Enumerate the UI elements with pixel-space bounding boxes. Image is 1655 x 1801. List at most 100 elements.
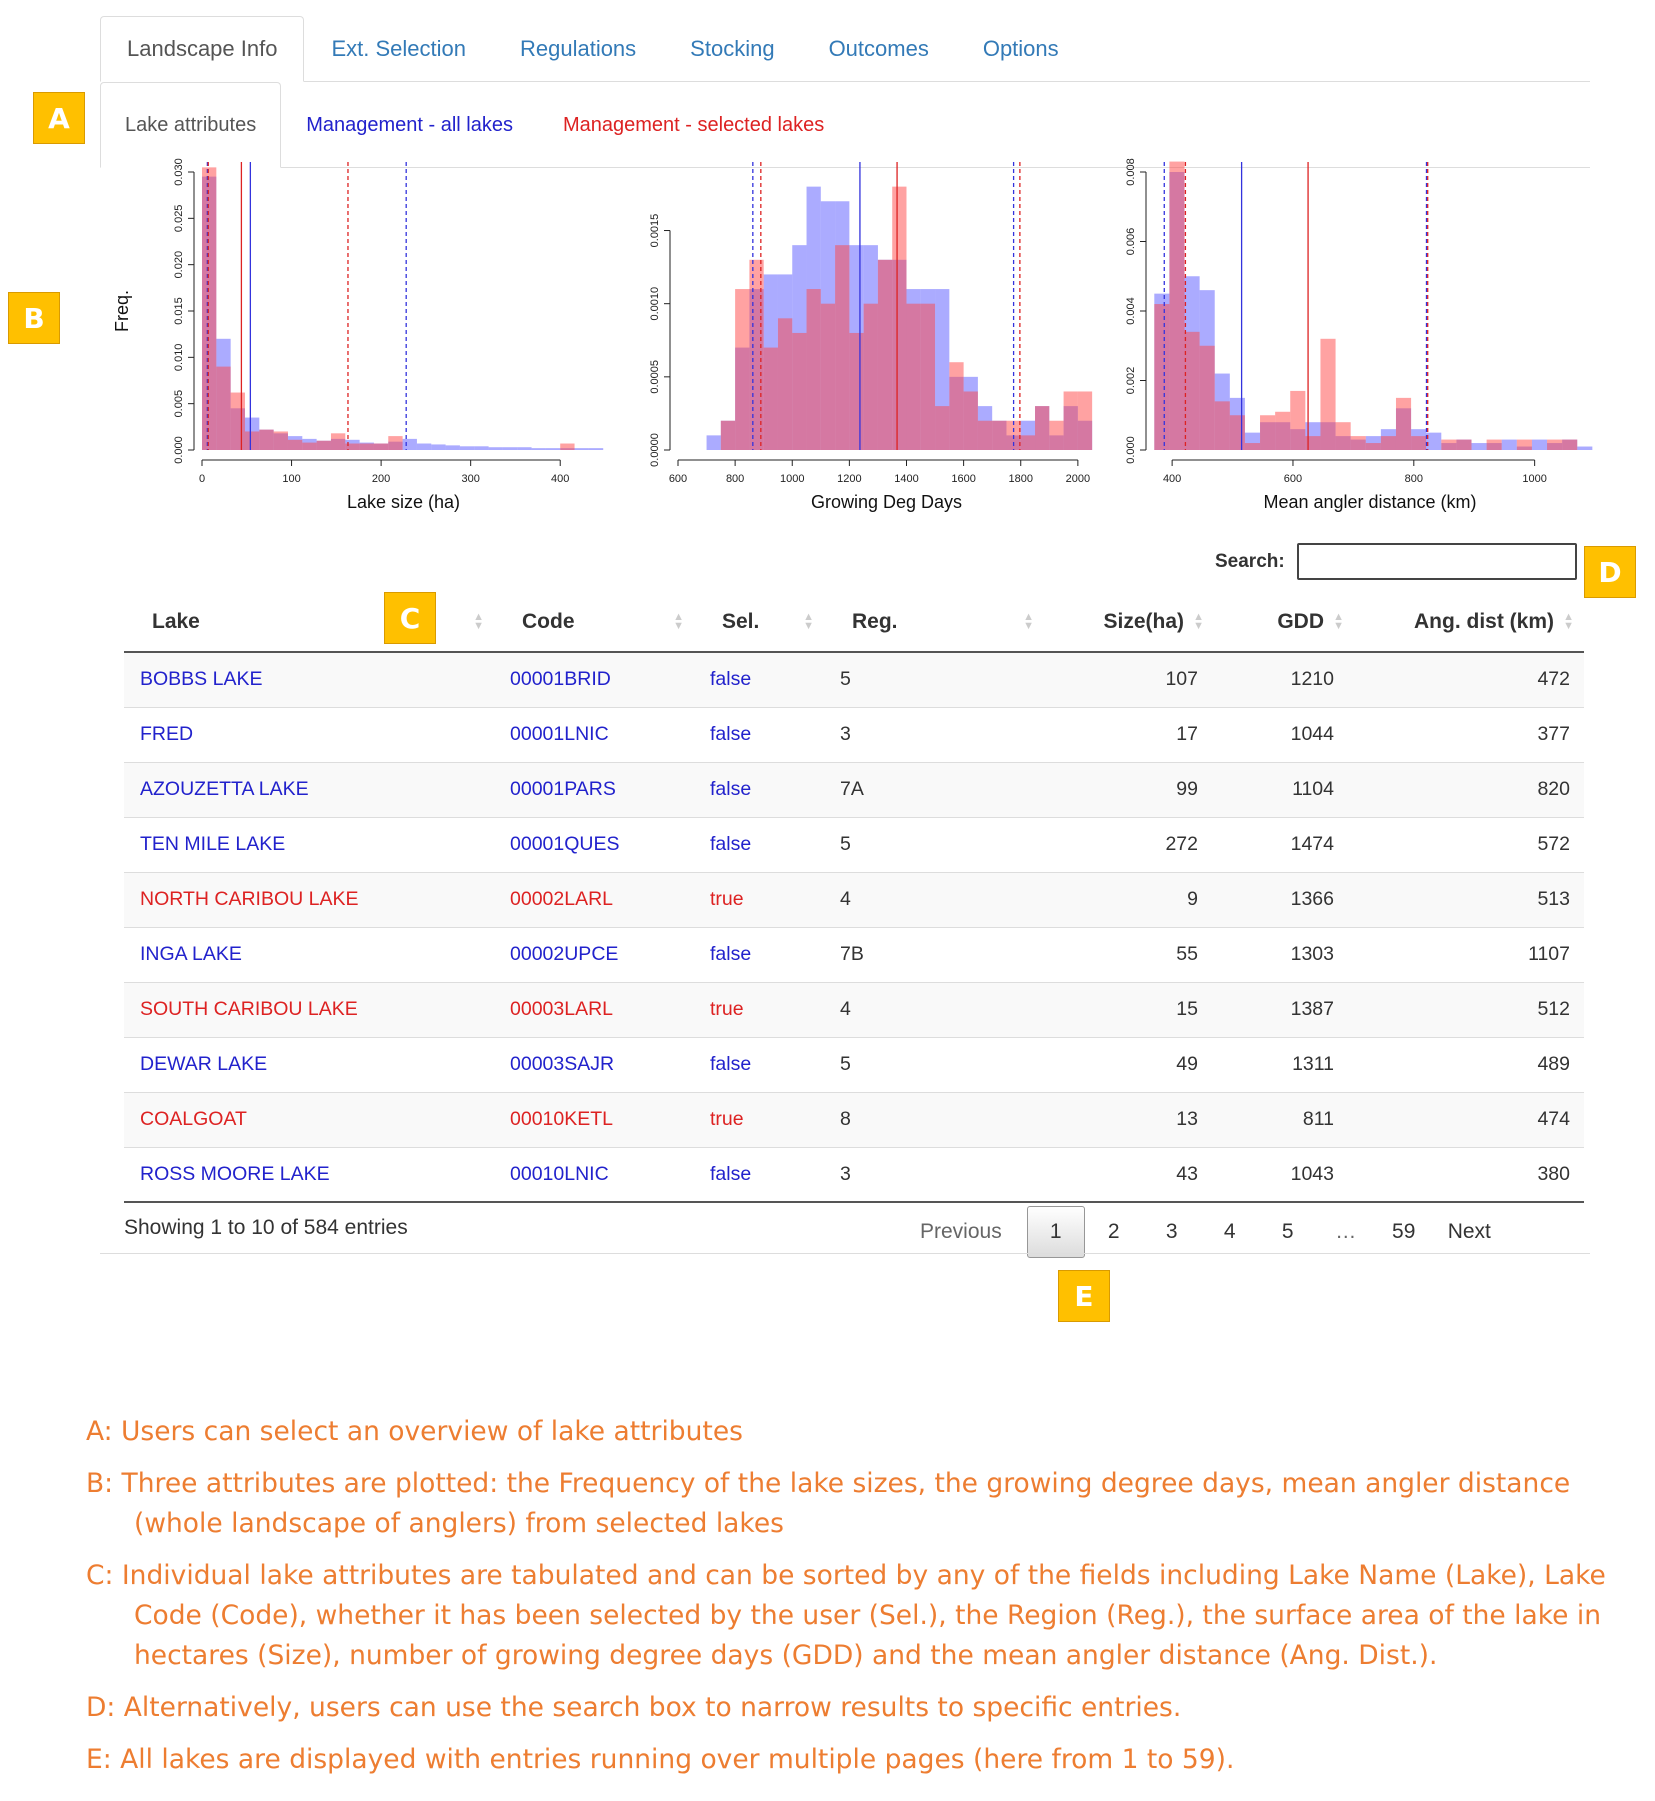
histogram-bar-selected-4 — [1214, 401, 1230, 450]
footer-divider — [100, 1253, 1590, 1254]
column-header-reg[interactable]: Reg. ▲ ▼ — [824, 592, 1044, 653]
histogram-bar-all-18 — [1426, 432, 1442, 450]
histogram-bar-selected-0 — [202, 167, 217, 450]
histogram-bar-selected-2 — [230, 392, 245, 450]
column-header-size[interactable]: Size(ha) ▲ ▼ — [1044, 592, 1214, 653]
histogram-bar-selected-11 — [359, 443, 374, 450]
note-b: B: Three attributes are plotted: the Fre… — [86, 1468, 1571, 1539]
cell-code: 00010KETL — [494, 1091, 694, 1147]
column-header-lake[interactable]: Lake ▲ ▼ — [124, 592, 494, 653]
tab-landscape-info[interactable]: Landscape Info — [100, 16, 305, 82]
histogram-bar-selected-3 — [749, 259, 764, 450]
x-tick-label: 600 — [669, 473, 687, 485]
cell-sel: true — [694, 871, 824, 927]
histogram-bar-selected-2 — [1184, 331, 1200, 450]
table-row[interactable]: TEN MILE LAKE 00001QUES false 5 272 1474 572 — [124, 816, 1584, 872]
tab-ext-selection[interactable]: Ext. Selection — [331, 36, 466, 61]
cell-sel: false — [694, 652, 824, 707]
tab-stocking[interactable]: Stocking — [690, 36, 775, 61]
tab-regulations[interactable]: Regulations — [519, 36, 637, 61]
tab-outcomes[interactable]: Outcomes — [828, 36, 929, 61]
sort-arrows-icon[interactable]: ▲ ▼ — [1023, 611, 1034, 632]
cell-size: 55 — [1044, 926, 1214, 982]
cell-reg: 5 — [824, 1036, 1044, 1092]
table-row[interactable]: BOBBS LAKE 00001BRID false 5 107 1210 472 — [124, 652, 1584, 707]
y-tick-label: 0.0000 — [649, 433, 661, 467]
search-input[interactable] — [1296, 543, 1577, 580]
tab-options[interactable]: Options — [982, 36, 1059, 61]
x-tick-label: 1400 — [894, 473, 918, 485]
page-button-2[interactable]: 2 — [1107, 1220, 1120, 1243]
page-button-1[interactable]: 1 — [1026, 1206, 1085, 1258]
histogram-bar-all-17 — [445, 445, 460, 450]
x-tick-label: 200 — [372, 473, 390, 485]
main-tab-bar: Landscape Info Ext. Selection Regulation… — [100, 16, 1590, 82]
cell-size: 15 — [1044, 981, 1214, 1037]
histogram-bar-selected-0 — [1154, 304, 1170, 450]
cell-angdist: 572 — [1354, 816, 1584, 872]
table-row[interactable]: NORTH CARIBOU LAKE 00002LARL true 4 9 1366 513 — [124, 871, 1584, 927]
y-tick-label: 0.004 — [1125, 297, 1137, 325]
page-button-5[interactable]: 5 — [1281, 1220, 1294, 1243]
x-tick-label: 0 — [199, 473, 205, 485]
table-row[interactable]: FRED 00001LNIC false 3 17 1044 377 — [124, 706, 1584, 762]
subtab-management-selected-lakes[interactable]: Management - selected lakes — [562, 113, 825, 136]
table-row[interactable]: ROSS MOORE LAKE 00010LNIC false 3 43 1043 380 — [124, 1146, 1584, 1203]
histogram-bar-selected-6 — [287, 439, 303, 450]
column-header-sel[interactable]: Sel. ▲ ▼ — [694, 592, 824, 653]
table-row[interactable]: SOUTH CARIBOU LAKE 00003LARL true 4 15 1387 51… — [124, 981, 1584, 1037]
cell-size: 272 — [1044, 816, 1214, 872]
x-tick-label: 1000 — [1522, 473, 1546, 485]
histogram-bar-selected-10 — [345, 443, 360, 450]
cell-gdd: 1474 — [1214, 816, 1354, 872]
histogram-bar-all-23 — [1501, 439, 1517, 450]
page-button-4[interactable]: 4 — [1223, 1220, 1236, 1243]
cell-gdd: 1044 — [1214, 706, 1354, 762]
table-row[interactable]: AZOUZETTA LAKE 00001PARS false 7A 99 1104 820 — [124, 761, 1584, 817]
page-button-59[interactable]: 59 — [1392, 1220, 1416, 1243]
histogram-bar-all-21 — [1471, 443, 1487, 450]
sort-arrows-icon[interactable]: ▲ ▼ — [1563, 610, 1574, 632]
table-row[interactable]: COALGOAT 00010KETL true 8 13 811 474 — [124, 1091, 1584, 1147]
cell-angdist: 380 — [1354, 1146, 1584, 1203]
sort-up-icon: ▲ — [1563, 610, 1574, 623]
column-header-code[interactable]: Code ▲ ▼ — [494, 592, 694, 653]
x-tick-label: 400 — [551, 473, 569, 485]
cell-reg: 3 — [824, 1146, 1044, 1203]
subtab-management-all-lakes[interactable]: Management - all lakes — [306, 113, 513, 136]
y-tick-label: 0.010 — [173, 344, 185, 372]
x-tick-label: 300 — [461, 473, 479, 485]
histogram-bar-selected-4 — [763, 347, 778, 450]
histogram-bar-selected-11 — [863, 303, 878, 450]
cell-gdd: 1366 — [1214, 871, 1354, 927]
cell-reg: 5 — [824, 816, 1044, 872]
histogram-bar-selected-12 — [877, 259, 893, 450]
histogram-bar-all-0 — [706, 435, 721, 450]
histogram-bar-selected-9 — [835, 245, 850, 450]
sort-arrows-icon[interactable]: ▲ ▼ — [673, 611, 684, 632]
cell-gdd: 1311 — [1214, 1036, 1354, 1092]
sub-tab-bar: Lake attributes Management - all lakes M… — [100, 82, 1590, 168]
histogram-bar-selected-18 — [963, 391, 978, 450]
table-row[interactable]: DEWAR LAKE 00003SAJR false 5 49 1311 489 — [124, 1036, 1584, 1092]
sort-arrows-icon[interactable]: ▲ ▼ — [1333, 611, 1344, 631]
sort-down-icon: ▼ — [1023, 619, 1034, 632]
sort-arrows-icon[interactable]: ▲ ▼ — [803, 611, 814, 631]
column-header-gdd[interactable]: GDD ▲ ▼ — [1214, 592, 1354, 653]
sort-arrows-icon[interactable]: ▲ ▼ — [1193, 611, 1204, 631]
cell-reg: 7A — [824, 761, 1044, 817]
page-button-3[interactable]: 3 — [1165, 1220, 1178, 1243]
sort-arrows-icon[interactable]: ▲ ▼ — [473, 611, 484, 631]
column-header-angdist[interactable]: Ang. dist (km) ▲ ▼ — [1354, 592, 1584, 653]
cell-sel: false — [694, 926, 824, 982]
next-page-button[interactable]: Next — [1447, 1220, 1491, 1243]
sort-down-icon: ▼ — [1563, 619, 1574, 632]
cell-reg: 4 — [824, 981, 1044, 1037]
previous-page-button[interactable]: Previous — [920, 1220, 1002, 1243]
table-row[interactable]: INGA LAKE 00002UPCE false 7B 55 1303 1107 — [124, 926, 1584, 982]
sort-down-icon: ▼ — [673, 619, 684, 632]
x-tick-label: 100 — [282, 473, 300, 485]
subtab-lake-attributes[interactable]: Lake attributes — [100, 82, 282, 168]
growing-deg-days-histogram: 600 800 1000 1200 1400 1600 1800 2000 Growing De… — [640, 160, 1100, 520]
histogram-bar-selected-4 — [259, 429, 274, 450]
